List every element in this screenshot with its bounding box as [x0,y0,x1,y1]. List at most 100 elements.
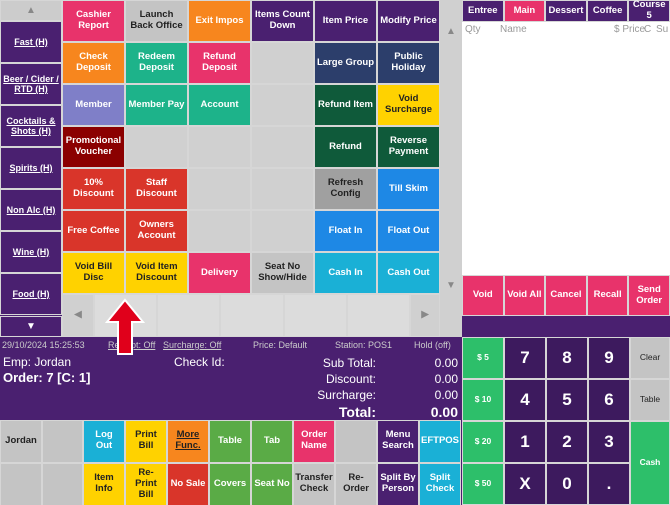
course-tab[interactable]: Dessert [545,0,587,22]
numpad-key[interactable]: 6 [588,379,630,421]
numpad-key[interactable]: X [504,463,546,505]
bottom-button[interactable]: More Func. [167,420,209,463]
blank-button[interactable] [251,168,314,210]
function-button[interactable]: Cashier Report [62,0,125,42]
function-button[interactable]: Refund Item [314,84,377,126]
side-key[interactable]: Cash [630,421,670,505]
function-button[interactable]: Seat No Show/Hide [251,252,314,294]
bottom-button[interactable]: Order Name [293,420,335,463]
category-button[interactable]: Food (H) [0,273,62,315]
function-button[interactable]: Items Count Down [251,0,314,42]
blank-button[interactable] [335,420,377,463]
course-tab[interactable]: Coffee [586,0,629,22]
page-next[interactable]: ▶ [410,294,440,337]
function-button[interactable]: Redeem Deposit [125,42,188,84]
bottom-button[interactable]: Transfer Check [293,463,335,505]
function-button[interactable]: Float Out [377,210,440,252]
blank-button[interactable] [251,210,314,252]
function-button[interactable]: Public Holiday [377,42,440,84]
function-button[interactable]: Check Deposit [62,42,125,84]
bottom-button[interactable]: Split By Person [377,463,419,505]
function-button[interactable]: Cash Out [377,252,440,294]
bottom-button[interactable]: Re-Order [335,463,377,505]
bottom-button[interactable]: Jordan [0,420,42,463]
bottom-button[interactable]: Print Bill [125,420,167,463]
bottom-button[interactable]: Menu Search [377,420,419,463]
category-button[interactable]: Spirits (H) [0,147,62,189]
blank-button[interactable] [251,126,314,168]
order-action[interactable]: Recall [586,275,629,316]
category-button[interactable]: Beer / Cider / RTD (H) [0,63,62,105]
bottom-button[interactable]: Seat No [251,463,293,505]
course-tab[interactable]: Main [503,0,546,22]
blank-button[interactable] [251,42,314,84]
numpad-key[interactable]: 4 [504,379,546,421]
order-action[interactable]: Void [462,275,504,316]
function-button[interactable]: Item Price [314,0,377,42]
category-button[interactable]: Fast (H) [0,21,62,63]
bottom-button[interactable]: Re-Print Bill [125,463,167,505]
blank-button[interactable] [220,294,284,337]
numpad-key[interactable]: . [588,463,630,505]
course-tab[interactable]: Course 5 [628,0,670,22]
blank-button[interactable] [188,210,251,252]
function-button[interactable]: Free Coffee [62,210,125,252]
function-button[interactable]: Refresh Config [314,168,377,210]
function-button[interactable]: Till Skim [377,168,440,210]
numpad-key[interactable]: 5 [546,379,588,421]
category-button[interactable]: Non Alc (H) [0,189,62,231]
function-button[interactable]: Cash In [314,252,377,294]
function-button[interactable]: Modify Price [377,0,440,42]
side-key[interactable]: Clear [630,337,670,379]
blank-button[interactable] [42,463,83,505]
bottom-button[interactable]: No Sale [167,463,209,505]
bottom-button[interactable]: Table [209,420,251,463]
function-button[interactable]: Staff Discount [125,168,188,210]
function-button[interactable]: Refund Deposit [188,42,251,84]
bottom-button[interactable]: Item Info [83,463,125,505]
blank-button[interactable] [0,463,42,505]
bottom-button[interactable]: Split Check [419,463,461,505]
category-button[interactable]: Wine (H) [0,231,62,273]
blank-button[interactable] [188,126,251,168]
order-action[interactable]: Cancel [545,275,587,316]
function-button[interactable]: Account [188,84,251,126]
blank-button[interactable] [125,126,188,168]
cash-amount[interactable]: $ 50 [462,463,504,505]
numpad-key[interactable]: 8 [546,337,588,379]
blank-button[interactable] [157,294,221,337]
function-button[interactable]: Void Surcharge [377,84,440,126]
function-button[interactable]: Delivery [188,252,251,294]
function-button[interactable]: Member [62,84,125,126]
bottom-button[interactable]: Tab [251,420,293,463]
side-key[interactable]: Table [630,379,670,421]
function-button[interactable]: Float In [314,210,377,252]
blank-button[interactable] [188,168,251,210]
function-button[interactable]: Large Group [314,42,377,84]
order-action[interactable]: Void All [503,275,546,316]
numpad-key[interactable]: 0 [546,463,588,505]
numpad-key[interactable]: 7 [504,337,546,379]
cash-amount[interactable]: $ 10 [462,379,504,421]
function-button[interactable]: Launch Back Office [125,0,188,42]
bottom-button[interactable]: Log Out [83,420,125,463]
function-button[interactable]: 10% Discount [62,168,125,210]
function-button[interactable]: Void Item Discount [125,252,188,294]
grid-scroll-up[interactable]: ▲ [446,26,456,37]
grid-scroll-down[interactable]: ▼ [446,280,456,291]
numpad-key[interactable]: 2 [546,421,588,463]
function-button[interactable]: Reverse Payment [377,126,440,168]
order-action[interactable]: Send Order [628,275,670,316]
function-button[interactable]: Member Pay [125,84,188,126]
blank-button[interactable] [42,420,83,463]
course-tab[interactable]: Entree [462,0,504,22]
function-button[interactable]: Exit Impos [188,0,251,42]
blank-button[interactable] [251,84,314,126]
category-button[interactable]: Cocktails & Shots (H) [0,105,62,147]
bottom-button[interactable]: Covers [209,463,251,505]
function-button[interactable]: Owners Account [125,210,188,252]
scroll-up[interactable]: ▲ [0,0,62,21]
function-button[interactable]: Promotional Voucher [62,126,125,168]
numpad-key[interactable]: 1 [504,421,546,463]
scroll-down[interactable]: ▼ [0,316,62,337]
